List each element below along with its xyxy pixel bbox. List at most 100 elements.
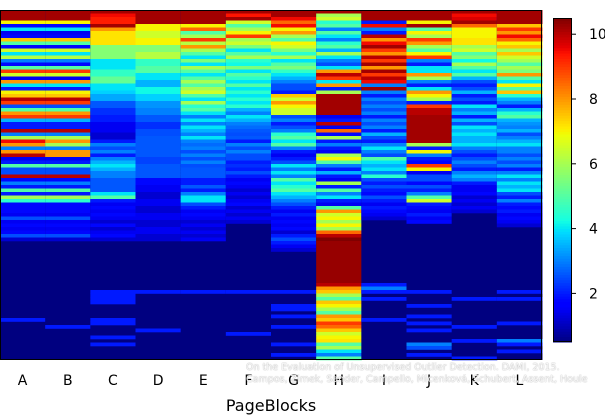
heat-cell: [496, 115, 543, 119]
heat-cell: [45, 104, 91, 109]
heat-cell: [180, 45, 227, 49]
heat-cell: [90, 230, 136, 235]
heat-cell: [225, 220, 272, 224]
heat-cell: [316, 146, 362, 151]
heat-cell: [361, 38, 407, 42]
colorbar-segment: [553, 80, 572, 84]
colorbar-segment: [553, 85, 572, 89]
heat-cell: [271, 45, 317, 49]
heat-cell: [496, 342, 543, 347]
heat-cell: [45, 97, 91, 102]
heat-cell: [90, 150, 136, 154]
heat-cell: [451, 97, 498, 102]
colorbar-segment: [553, 293, 572, 297]
heat-cell: [451, 132, 498, 137]
heat-cell: [180, 185, 227, 189]
heat-cell: [0, 129, 46, 133]
heat-cell: [135, 136, 182, 144]
heat-cell: [496, 153, 543, 158]
heat-cell: [316, 304, 362, 308]
heat-cell: [316, 34, 362, 39]
heat-cell: [271, 213, 317, 217]
heat-cell: [135, 59, 182, 67]
heat-cell: [180, 62, 227, 67]
heat-cell: [316, 241, 362, 284]
colorbar-segment: [553, 279, 572, 284]
heat-cell: [225, 108, 272, 112]
heat-cell: [45, 83, 91, 88]
heat-cell: [271, 188, 317, 193]
heat-cell: [316, 213, 362, 217]
heat-cell: [361, 178, 407, 182]
heat-cell: [361, 108, 407, 112]
heat-cell: [361, 143, 407, 147]
heat-cell: [271, 146, 317, 151]
heat-cell: [90, 101, 136, 109]
heat-cell: [361, 55, 407, 60]
colorbar-segment: [553, 217, 572, 221]
heat-cell: [406, 290, 453, 294]
heat-cell: [45, 24, 91, 28]
colorbar-segment: [553, 296, 572, 300]
colorbar-segment: [553, 90, 572, 95]
heat-cell: [90, 206, 136, 210]
heat-cell: [271, 129, 317, 133]
heat-cell: [45, 38, 91, 42]
heat-cell: [361, 76, 407, 81]
colorbar-segment: [553, 169, 572, 173]
heat-cell: [180, 108, 227, 112]
heat-cell: [496, 185, 543, 189]
heat-cell: [451, 129, 498, 133]
heat-cell: [225, 192, 272, 196]
heat-cell: [271, 209, 317, 214]
colorbar-segment: [553, 174, 572, 178]
colorbar-segment: [553, 163, 572, 167]
heat-cell: [45, 157, 91, 161]
heat-cell: [271, 192, 317, 196]
colorbar-segment: [553, 66, 572, 70]
heat-cell: [316, 132, 362, 137]
heat-cell: [271, 87, 317, 91]
heat-cell: [496, 206, 543, 210]
heat-cell: [0, 195, 46, 200]
heat-cell: [225, 24, 272, 28]
colorbar-segment: [553, 328, 572, 332]
colorbar-segment: [553, 212, 572, 216]
heat-cell: [180, 227, 227, 231]
heat-cell: [406, 321, 453, 326]
heat-cell: [180, 132, 227, 137]
heat-cell: [496, 90, 543, 95]
colorbar-segment: [553, 150, 572, 154]
colorbar-segment: [553, 117, 572, 122]
heat-cell: [271, 202, 317, 207]
heat-cell: [271, 59, 317, 63]
heat-cell: [180, 199, 227, 203]
heat-cell: [361, 45, 407, 49]
heat-cell: [496, 195, 543, 200]
heat-cell: [90, 335, 136, 340]
heat-cell: [225, 132, 272, 137]
heat-cell: [180, 160, 227, 165]
heat-cell: [180, 97, 227, 102]
heat-cell: [180, 213, 227, 217]
heat-cell: [0, 192, 46, 196]
heat-cell: [180, 76, 227, 81]
heat-cell: [90, 293, 136, 298]
heat-cell: [496, 213, 543, 217]
heat-cell: [496, 24, 543, 28]
colorbar-segment: [553, 131, 572, 135]
heat-cell: [90, 300, 136, 305]
heat-cell: [271, 216, 317, 221]
heat-cell: [316, 115, 362, 119]
colorbar-segment: [553, 274, 572, 278]
heat-cell: [316, 356, 362, 361]
citation-line-1: On the Evaluation of Unsupervised Outlie…: [246, 362, 560, 373]
heat-cell: [45, 27, 91, 32]
heat-cell: [406, 80, 453, 84]
heat-cell: [225, 174, 272, 179]
colorbar-segment: [553, 285, 572, 289]
heat-cell: [0, 157, 46, 161]
colorbar-segment: [553, 126, 572, 130]
heat-cell: [406, 153, 453, 158]
heat-cell: [361, 48, 407, 53]
